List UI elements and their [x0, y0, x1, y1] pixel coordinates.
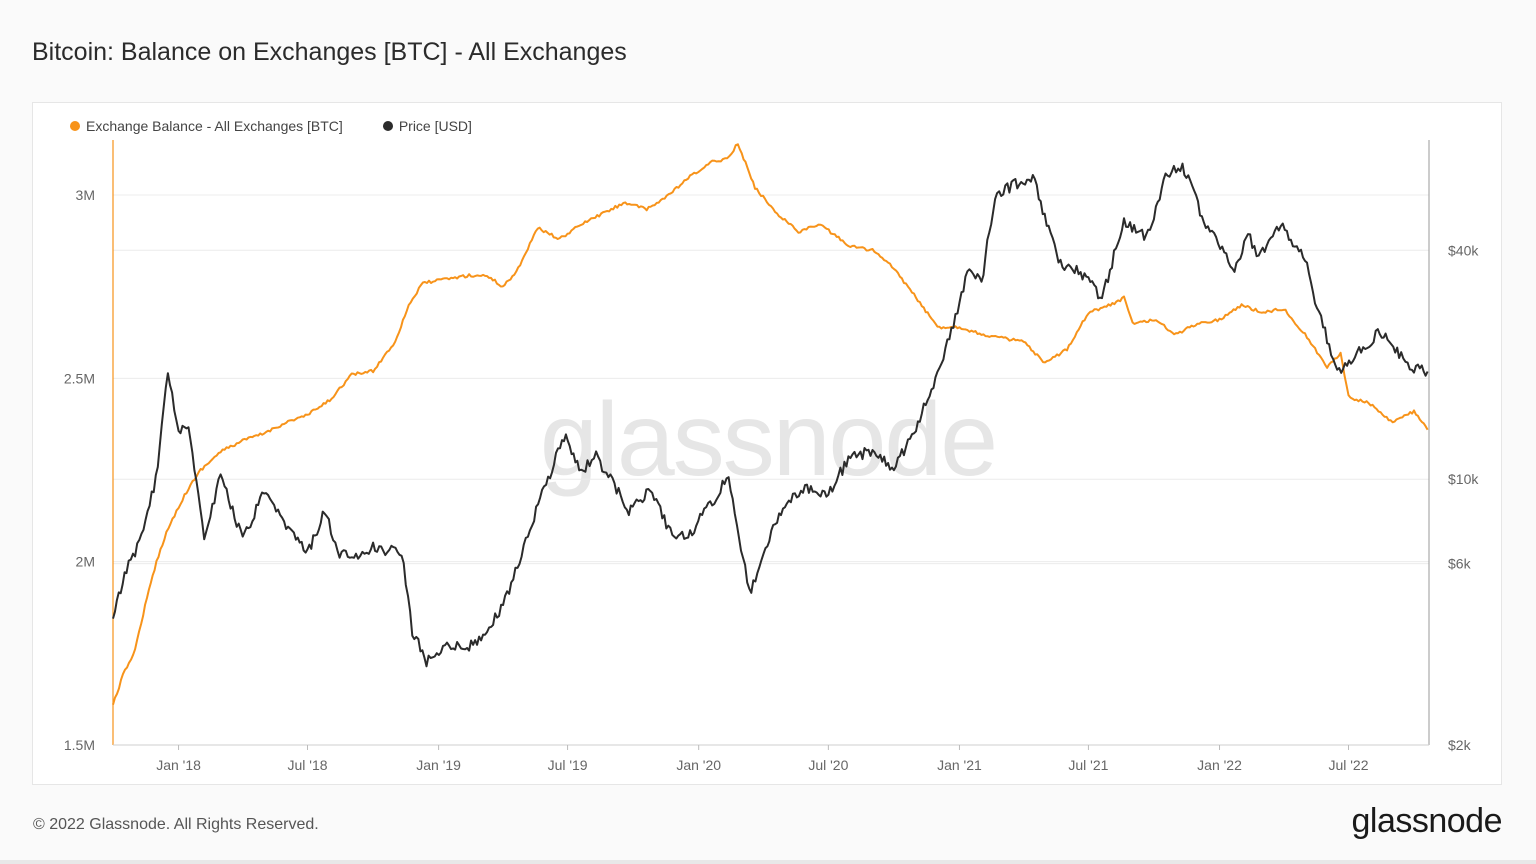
y-left-axis: 1.5M 2M 2.5M 3M: [64, 187, 95, 753]
x-tick-label: Jan '20: [676, 757, 721, 773]
y-right-axis: $2k $6k $10k $40k: [1448, 242, 1479, 753]
x-tick-label: Jan '18: [156, 757, 201, 773]
chart-legend: Exchange Balance - All Exchanges [BTC] P…: [70, 118, 472, 134]
y-right-tick-label: $10k: [1448, 471, 1479, 487]
glassnode-logo[interactable]: glassnode: [1351, 802, 1502, 840]
grid-lines: [112, 140, 1430, 746]
copyright-text: © 2022 Glassnode. All Rights Reserved.: [33, 816, 319, 833]
y-left-tick-label: 2.5M: [64, 370, 95, 386]
y-right-tick-label: $40k: [1448, 242, 1479, 258]
legend-item-balance[interactable]: Exchange Balance - All Exchanges [BTC]: [70, 118, 343, 134]
x-tick-label: Jul '22: [1328, 757, 1368, 773]
legend-item-price[interactable]: Price [USD]: [382, 118, 472, 134]
x-tick-label: Jan '19: [416, 757, 461, 773]
x-axis: Jan '18 Jul '18 Jan '19 Jul '19 Jan '20 Jul '…: [156, 745, 1369, 773]
x-tick-label: Jul '21: [1068, 757, 1108, 773]
y-right-tick-label: $6k: [1448, 556, 1472, 572]
chart-title: Bitcoin: Balance on Exchanges [BTC] - Al…: [32, 38, 627, 66]
x-tick-label: Jul '20: [808, 757, 848, 773]
legend-label-balance: Exchange Balance - All Exchanges [BTC]: [86, 118, 343, 134]
series-line-exchange-balance: [112, 143, 1429, 705]
series-line-price: [112, 162, 1429, 668]
legend-label-price: Price [USD]: [398, 118, 472, 134]
x-tick-label: Jan '22: [1197, 757, 1242, 773]
y-left-tick-label: 2M: [76, 554, 95, 570]
watermark: glassnode: [540, 382, 996, 498]
legend-dot-balance: [70, 121, 80, 131]
x-tick-label: Jul '19: [548, 757, 588, 773]
chart-card: [32, 102, 1502, 785]
y-left-tick-label: 3M: [76, 187, 95, 203]
legend-dot-price: [382, 121, 393, 131]
bottom-rule: [0, 860, 1536, 864]
x-tick-label: Jul '18: [287, 757, 327, 773]
y-left-tick-label: 1.5M: [64, 737, 95, 753]
x-tick-label: Jan '21: [937, 757, 982, 773]
series-group: [112, 143, 1429, 705]
y-right-tick-label: $2k: [1448, 737, 1472, 753]
